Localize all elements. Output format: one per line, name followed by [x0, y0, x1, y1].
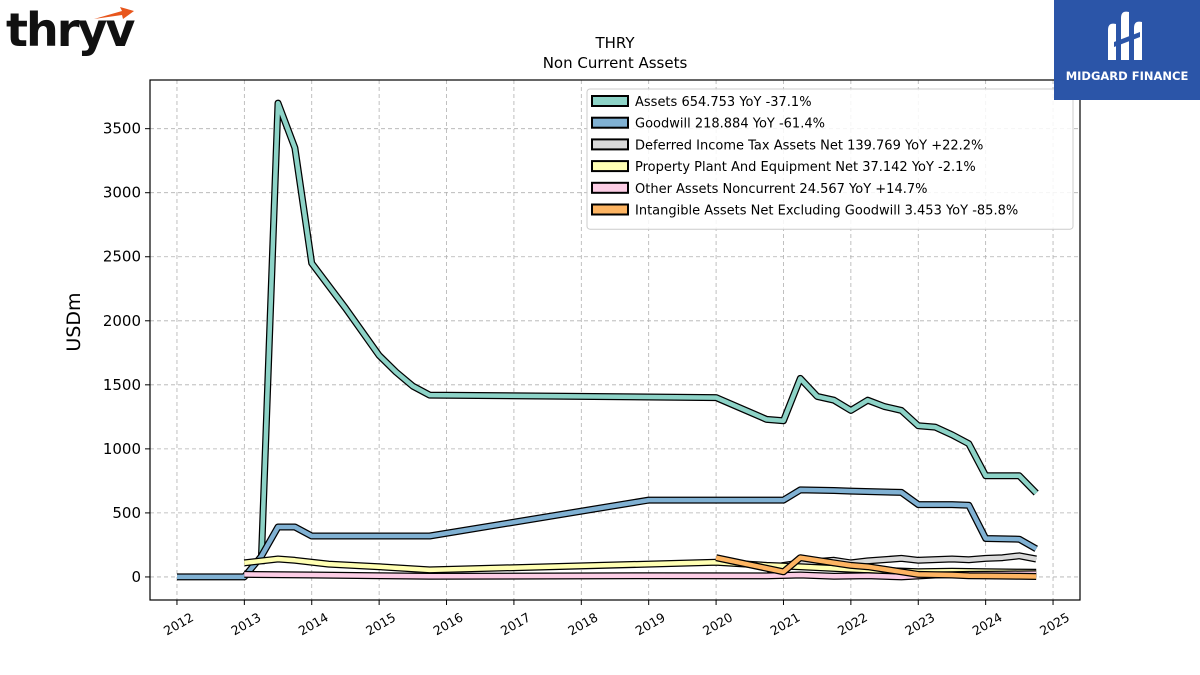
- legend-label-1: Goodwill 218.884 YoY -61.4%: [635, 117, 825, 132]
- legend-swatch-1: [591, 116, 629, 129]
- legend-box: [586, 88, 1074, 230]
- legend-swatch-0: [591, 95, 629, 107]
- axes-frame: [149, 79, 1081, 601]
- chart-title: THRY: [594, 34, 635, 52]
- x-tick-label: 2018: [565, 609, 600, 638]
- x-tick-label: 2013: [228, 609, 263, 638]
- y-tick-label: 1500: [103, 376, 141, 394]
- x-tick-label: 2019: [633, 609, 668, 638]
- x-tick-label: 2021: [767, 609, 802, 638]
- y-tick-label: 1000: [103, 440, 141, 458]
- legend-swatch-3: [591, 160, 629, 173]
- legend-label-5: Intangible Assets Net Excluding Goodwill…: [635, 204, 1018, 219]
- thryv-logo-text: thryv: [6, 3, 135, 57]
- series-line-2: [766, 553, 1037, 572]
- y-axis-label: USDm: [63, 292, 85, 351]
- x-tick-label: 2016: [431, 609, 466, 638]
- x-tick-label: 2020: [700, 609, 735, 638]
- legend-swatch-2: [591, 138, 629, 151]
- x-tick-label: 2023: [902, 609, 937, 638]
- y-tick-label: 0: [131, 568, 141, 586]
- midgard-finance-logo: MIDGARD FINANCE: [1054, 0, 1200, 100]
- x-tick-label: 2025: [1037, 609, 1072, 638]
- x-tick-label: 2012: [161, 609, 196, 638]
- legend-label-0: Assets 654.753 YoY -37.1%: [635, 95, 812, 110]
- midgard-logo-text: MIDGARD FINANCE: [1065, 69, 1189, 83]
- thryv-logo: thryv: [6, 4, 136, 56]
- series-line-0: [258, 100, 1038, 565]
- y-tick-label: 3000: [103, 184, 141, 202]
- x-tick-label: 2015: [363, 609, 398, 638]
- x-tick-label: 2022: [835, 609, 870, 638]
- x-tick-label: 2014: [296, 609, 331, 638]
- legend-label-3: Property Plant And Equipment Net 37.142 …: [635, 160, 976, 175]
- y-tick-label: 500: [112, 504, 141, 522]
- legend-label-4: Other Assets Noncurrent 24.567 YoY +14.7…: [635, 182, 927, 197]
- x-tick-label: 2024: [970, 609, 1005, 638]
- x-tick-label: 2017: [498, 609, 533, 638]
- chart-subtitle: Non Current Assets: [543, 54, 688, 72]
- series-line-1: [177, 487, 1038, 580]
- legend-label-2: Deferred Income Tax Assets Net 139.769 Y…: [635, 138, 983, 153]
- y-tick-label: 2000: [103, 312, 141, 330]
- logo-arrow-icon: [94, 7, 134, 19]
- y-tick-label: 3500: [103, 120, 141, 138]
- y-tick-label: 2500: [103, 248, 141, 266]
- legend-swatch-4: [591, 181, 629, 194]
- series-line-5: [715, 555, 1037, 579]
- legend-swatch-5: [591, 203, 629, 216]
- midgard-mark-icon: [1108, 11, 1142, 61]
